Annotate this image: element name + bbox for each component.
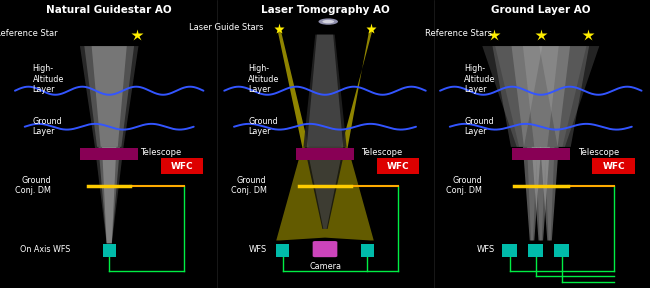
Bar — [512, 148, 570, 160]
Polygon shape — [540, 46, 589, 147]
Polygon shape — [95, 147, 124, 243]
Polygon shape — [532, 147, 550, 240]
Text: WFS: WFS — [248, 245, 266, 254]
Bar — [161, 158, 203, 174]
Polygon shape — [493, 46, 542, 147]
Polygon shape — [523, 46, 558, 147]
Text: High-
Altitude
Layer: High- Altitude Layer — [248, 64, 280, 94]
Text: Ground
Layer: Ground Layer — [464, 117, 494, 137]
Bar — [554, 244, 569, 257]
Polygon shape — [545, 147, 554, 240]
Polygon shape — [278, 30, 309, 147]
Polygon shape — [304, 147, 346, 229]
Polygon shape — [80, 46, 138, 147]
Polygon shape — [84, 46, 134, 147]
Text: Laser Tomography AO: Laser Tomography AO — [261, 5, 389, 15]
Text: Ground
Conj. DM: Ground Conj. DM — [447, 176, 482, 196]
Bar — [528, 244, 543, 257]
Polygon shape — [482, 46, 599, 147]
Bar — [80, 148, 138, 160]
Bar — [593, 158, 634, 174]
Text: Ground
Conj. DM: Ground Conj. DM — [231, 176, 266, 196]
Polygon shape — [527, 147, 537, 240]
Text: Laser Guide Stars: Laser Guide Stars — [188, 23, 263, 32]
Polygon shape — [276, 147, 374, 240]
Ellipse shape — [318, 18, 338, 25]
Text: Telescope: Telescope — [361, 147, 402, 157]
Polygon shape — [341, 30, 372, 147]
Polygon shape — [495, 46, 586, 147]
Polygon shape — [512, 46, 570, 147]
Ellipse shape — [322, 20, 334, 23]
Polygon shape — [307, 147, 343, 229]
Text: Natural Guidestar AO: Natural Guidestar AO — [46, 5, 172, 15]
Bar — [103, 244, 116, 257]
Text: Ground
Layer: Ground Layer — [248, 117, 278, 137]
Bar — [296, 148, 354, 160]
Bar — [361, 244, 374, 257]
Polygon shape — [304, 35, 346, 147]
Text: Telescope: Telescope — [140, 147, 181, 157]
Text: Camera: Camera — [309, 262, 341, 271]
Text: WFC: WFC — [603, 162, 625, 171]
FancyBboxPatch shape — [313, 241, 337, 257]
Bar — [377, 158, 419, 174]
Polygon shape — [99, 147, 120, 243]
Polygon shape — [92, 46, 127, 147]
Text: On Axis WFS: On Axis WFS — [20, 245, 70, 254]
Polygon shape — [102, 147, 116, 243]
Polygon shape — [540, 147, 558, 240]
Polygon shape — [523, 147, 541, 240]
Text: Ground
Conj. DM: Ground Conj. DM — [15, 176, 51, 196]
Text: WFC: WFC — [387, 162, 409, 171]
Polygon shape — [536, 147, 545, 240]
Polygon shape — [307, 35, 343, 147]
Text: Telescope: Telescope — [578, 147, 619, 157]
Text: Reference Star: Reference Star — [0, 29, 57, 38]
Text: Reference Stars: Reference Stars — [425, 29, 492, 38]
Text: Ground
Layer: Ground Layer — [32, 117, 62, 137]
Bar — [276, 244, 289, 257]
Text: Ground Layer AO: Ground Layer AO — [491, 5, 591, 15]
Bar — [502, 244, 517, 257]
Text: WFC: WFC — [171, 162, 193, 171]
Text: High-
Altitude
Layer: High- Altitude Layer — [32, 64, 64, 94]
Text: WFS: WFS — [477, 245, 495, 254]
Text: High-
Altitude
Layer: High- Altitude Layer — [464, 64, 495, 94]
